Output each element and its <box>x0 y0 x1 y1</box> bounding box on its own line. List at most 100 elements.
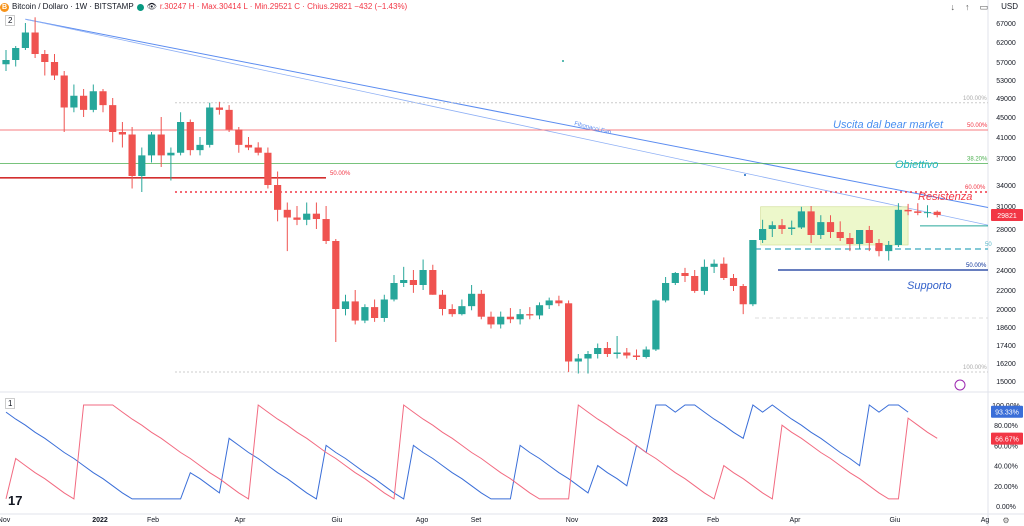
price-tick-label: 26000 <box>996 247 1016 254</box>
annotation-resistance: Resistenza <box>918 191 972 203</box>
candle-body <box>341 301 350 309</box>
candle-body <box>662 283 670 301</box>
candle-body <box>351 301 359 321</box>
candle-body <box>681 273 689 276</box>
candle-body <box>322 219 330 241</box>
candle-body <box>70 95 78 108</box>
osc-last-label-red: 66.67% <box>995 437 1019 444</box>
level-label: 50.00% <box>967 123 988 129</box>
candle-body <box>293 217 301 220</box>
eye-icon[interactable]: 👁 <box>146 2 157 11</box>
candle-body <box>846 238 854 244</box>
price-tick-label: 28000 <box>996 227 1016 234</box>
level-label: 50.00% <box>330 171 351 177</box>
candle-body <box>506 316 514 320</box>
price-tick-label: 31000 <box>996 204 1016 211</box>
osc-series-red <box>5 404 938 500</box>
osc-pane-index[interactable]: 1 <box>5 398 16 409</box>
candle-body <box>274 185 282 210</box>
candle-body <box>429 270 437 295</box>
level-label: 60.00% <box>965 185 986 191</box>
time-tick-label: Nov <box>0 517 11 524</box>
candle-body <box>914 211 922 213</box>
candle-body <box>817 222 825 235</box>
candle-body <box>118 132 126 135</box>
candle-body <box>700 266 708 291</box>
osc-tick-label: 80.00% <box>994 423 1018 430</box>
candle-body <box>371 307 379 318</box>
time-tick-label: Nov <box>566 517 579 524</box>
price-tick-label: 45000 <box>996 115 1016 122</box>
candle-body <box>923 212 932 214</box>
candle-body <box>671 273 679 283</box>
fibonacci-fan-line <box>25 18 989 226</box>
price-tick-label: 67000 <box>996 21 1016 28</box>
level-label: 100.00% <box>963 96 987 102</box>
candle-body <box>244 144 253 148</box>
candle-body <box>2 60 10 65</box>
market-status-icon <box>136 3 144 11</box>
symbol-title[interactable]: Bitcoin / Dollaro · 1W · BITSTAMP <box>12 2 134 11</box>
arrow-up-icon[interactable]: ↑ <box>964 2 970 12</box>
candle-body <box>797 211 805 228</box>
osc-last-box-blue <box>991 405 1023 418</box>
candle-body <box>516 314 524 320</box>
annotation-bear-market-exit: Uscita dal bear market <box>833 119 944 131</box>
price-tick-label: 34000 <box>996 183 1016 190</box>
time-tick-label: Apr <box>790 517 802 524</box>
candle-body <box>720 263 728 278</box>
candle-body <box>419 270 427 285</box>
candle-body <box>303 213 311 220</box>
candle-body <box>409 280 417 285</box>
candle-body <box>788 227 796 229</box>
candle-body <box>691 276 699 291</box>
candle-body <box>138 155 146 176</box>
level-label: 100.00% <box>963 365 987 371</box>
main-pane-index[interactable]: 2 <box>5 15 16 26</box>
candle-body <box>807 211 815 235</box>
candle-body <box>254 147 262 153</box>
chart-dot <box>562 60 564 62</box>
maximize-icon[interactable]: ▭ <box>979 2 988 12</box>
candle-body <box>21 32 29 48</box>
candle-body <box>894 209 902 245</box>
candle-body <box>749 240 757 305</box>
price-tick-label: 49000 <box>996 96 1016 103</box>
time-tick-label: 2022 <box>92 517 108 524</box>
candle-body <box>225 109 233 130</box>
osc-last-box-red <box>991 432 1023 445</box>
candle-body <box>167 152 175 156</box>
candle-body <box>623 352 631 356</box>
osc-tick-label: 20.00% <box>994 484 1018 491</box>
price-tick-label: 37000 <box>996 156 1016 163</box>
currency-label[interactable]: USD <box>1001 2 1018 11</box>
candle-body <box>933 211 941 216</box>
candle-body <box>157 134 165 156</box>
candle-body <box>80 95 88 110</box>
candle-body <box>739 286 747 305</box>
candle-body <box>594 348 602 354</box>
candle-body <box>545 300 553 306</box>
candle-body <box>632 355 641 357</box>
candle-body <box>603 348 611 354</box>
candle-body <box>555 300 563 304</box>
gear-icon[interactable]: ⚙ <box>1002 516 1009 525</box>
fibonacci-fan-line <box>25 18 989 209</box>
arrow-down-icon[interactable]: ↓ <box>950 2 955 12</box>
time-tick-label: Set <box>471 517 482 524</box>
candle-body <box>875 243 883 252</box>
candle-body <box>652 300 660 350</box>
bitcoin-logo-icon: B <box>0 2 9 12</box>
price-tick-label: 57000 <box>996 60 1016 67</box>
candle-body <box>438 294 447 309</box>
candle-body <box>904 209 912 212</box>
last-price-box <box>991 209 1023 222</box>
last-price-label: 29821 <box>997 213 1017 220</box>
price-tick-label: 17400 <box>996 343 1016 350</box>
candle-body <box>642 349 650 357</box>
candle-body <box>768 225 776 229</box>
osc-tick-label: 40.00% <box>994 464 1018 471</box>
time-tick-label: Feb <box>147 517 159 524</box>
level-label: 50.00% <box>966 263 987 269</box>
